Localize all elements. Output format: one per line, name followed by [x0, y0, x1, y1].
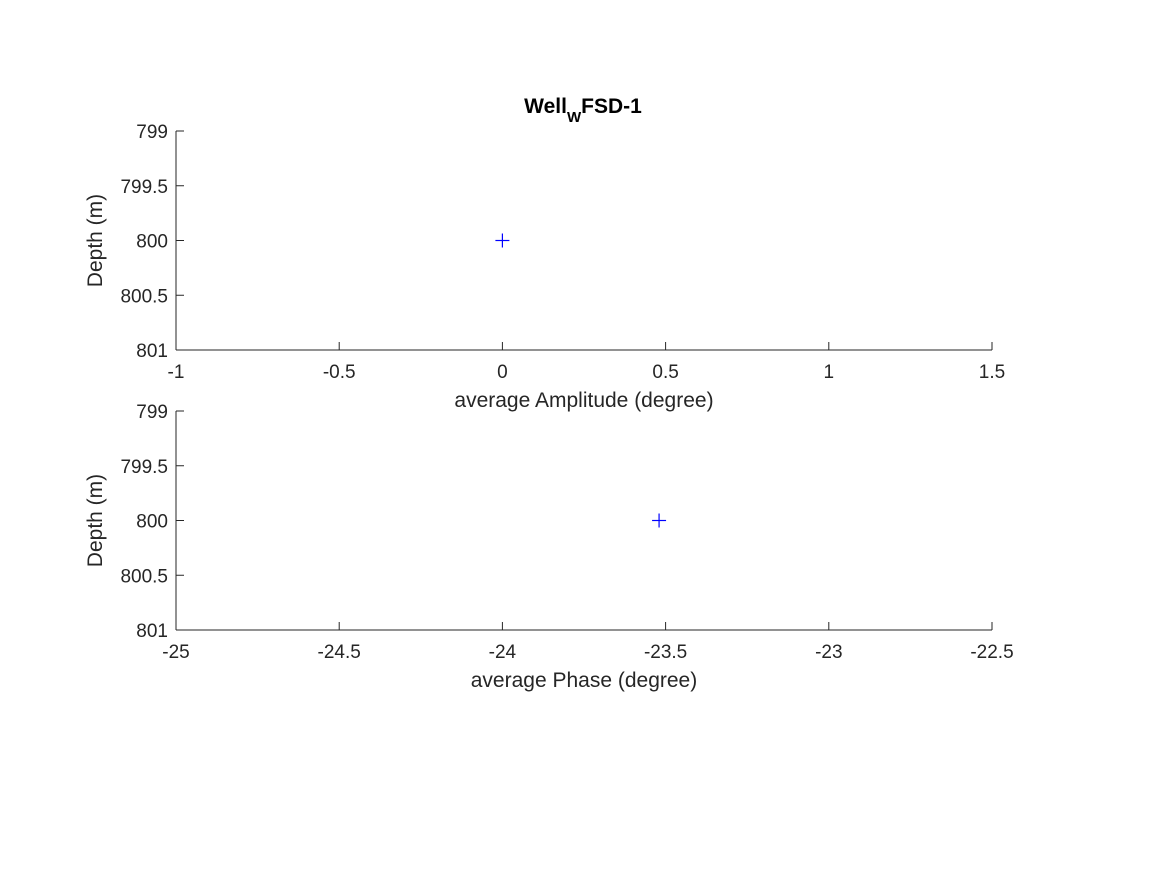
amplitude-axes: -1 -0.5 0 0.5 1 1.5 799 799.5 800 800.5 801 average…	[84, 122, 1005, 412]
phase-y-tick-label: 801	[136, 621, 168, 642]
amplitude-y-tick-label: 799	[136, 122, 168, 143]
chart-title-rest: FSD-1	[581, 95, 642, 118]
chart-title-subscript: W	[567, 109, 582, 126]
amplitude-y-axis-label: Depth (m)	[84, 194, 107, 287]
amplitude-x-tick-label: 1	[824, 362, 835, 383]
phase-y-tick-label: 800.5	[120, 566, 168, 587]
amplitude-y-tick-label: 800	[136, 232, 168, 253]
phase-y-tick-label: 799.5	[120, 457, 168, 478]
amplitude-x-tick-label: -0.5	[323, 362, 356, 383]
amplitude-x-tick-label: 0.5	[652, 362, 678, 383]
phase-x-tick-label: -23.5	[644, 642, 687, 663]
amplitude-y-tick-label: 801	[136, 341, 168, 362]
phase-y-tick-label: 800	[136, 512, 168, 533]
phase-x-tick-label: -23	[815, 642, 842, 663]
amplitude-y-tick-label: 799.5	[120, 177, 168, 198]
phase-x-tick-label: -22.5	[970, 642, 1013, 663]
amplitude-x-tick-label: 0	[497, 362, 508, 383]
chart-title: WellWFSD-1	[524, 95, 642, 126]
amplitude-data-point	[495, 233, 510, 248]
phase-x-tick-label: -24	[489, 642, 517, 663]
phase-x-axis-label: average Phase (degree)	[471, 669, 697, 692]
chart-title-main: Well	[524, 95, 567, 118]
amplitude-x-axis-label: average Amplitude (degree)	[454, 389, 713, 412]
phase-axes: -25 -24.5 -24 -23.5 -23 -22.5 799 799.5 800 800.5…	[84, 402, 1014, 692]
amplitude-x-tick-label: 1.5	[979, 362, 1005, 383]
phase-y-tick-label: 799	[136, 402, 168, 423]
amplitude-x-tick-label: -1	[168, 362, 185, 383]
phase-x-tick-label: -24.5	[318, 642, 361, 663]
phase-x-tick-label: -25	[162, 642, 189, 663]
phase-y-axis-label: Depth (m)	[84, 474, 107, 567]
phase-data-point	[652, 513, 667, 528]
amplitude-y-tick-label: 800.5	[120, 286, 168, 307]
